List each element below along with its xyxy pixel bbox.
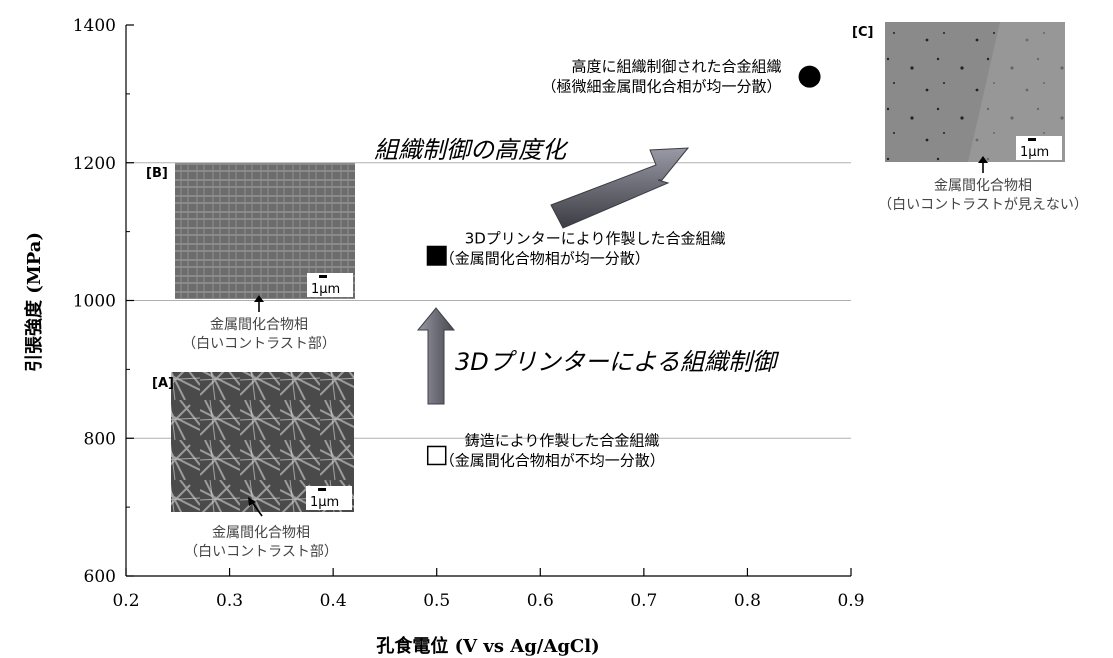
micrograph-a-tag: [A] — [152, 376, 174, 391]
y-tick-label-1400: 1400 — [73, 16, 116, 36]
x-tick-label-0.8: 0.8 — [734, 591, 761, 611]
x-tick-label-0.3: 0.3 — [216, 591, 243, 611]
y-tick-label-800: 800 — [84, 429, 116, 449]
y-tick-label-1000: 1000 — [73, 292, 116, 312]
x-axis-title: 孔食電位 (V vs Ag/AgCl) — [376, 635, 599, 657]
inset-micrograph-c: [C] 1μm 金属間化合物相 （白いコントラストが見えない） — [852, 22, 1088, 213]
data-point-1-label-line-2: （金属間化合物相が不均一分散） — [440, 451, 665, 469]
scale-bar-a — [318, 488, 326, 491]
x-tick-label-0.9: 0.9 — [837, 591, 864, 611]
y-tick-label-1200: 1200 — [73, 154, 116, 174]
inset-micrograph-a: [A] 1μm 金属間化合物相 （白いコントラスト部） — [152, 372, 354, 560]
data-point-1 — [426, 445, 447, 466]
micrograph-c-grain-boundary — [968, 22, 1065, 162]
micrograph-a-caption-1: 金属間化合物相 — [212, 525, 310, 541]
scale-bar-a-label: 1μm — [310, 495, 339, 510]
diagonal-arrow-icon — [550, 147, 690, 229]
micrograph-c-caption-2: （白いコントラストが見えない） — [878, 197, 1088, 213]
marker-layer: 鋳造により作製した合金組織 （金属間化合物相が不均一分散） 3Dプリンターにより作製… — [426, 58, 821, 469]
tick-layer: 600 800 1000 1200 1400 0.2 0.3 0.4 0.5 0.6 0.7 0.8 0… — [73, 16, 865, 611]
scale-bar-c-label: 1μm — [1020, 145, 1049, 160]
data-point-2-label-line-2: （金属間化合物相が均一分散） — [440, 250, 650, 268]
micrograph-a-caption-2: （白いコントラスト部） — [184, 544, 338, 560]
scale-bar-b-box — [307, 273, 353, 297]
micrograph-b-tag: [B] — [146, 166, 168, 181]
micrograph-b-caption-1: 金属間化合物相 — [210, 317, 308, 333]
scale-bar-a-box — [306, 486, 352, 510]
x-tick-label-0.4: 0.4 — [320, 591, 347, 611]
scale-bar-b — [319, 275, 327, 278]
data-point-3-label-line-1: 高度に組織制御された合金組織 — [572, 58, 782, 76]
pointer-arrow-b-head-icon — [254, 295, 264, 302]
arrow-vertical-label: 3Dプリンターによる組織制御 — [455, 348, 780, 376]
x-tick-label-0.5: 0.5 — [423, 591, 450, 611]
data-point-3 — [798, 65, 821, 88]
x-tick-label-0.6: 0.6 — [527, 591, 554, 611]
pointer-arrow-a-shaft — [251, 501, 263, 517]
arrow-vertical-3d-control — [416, 307, 456, 405]
micrograph-c-caption-1: 金属間化合物相 — [934, 178, 1032, 194]
data-point-1-label-line-1: 鋳造により作製した合金組織 — [465, 431, 660, 449]
scale-bar-c — [1028, 138, 1036, 141]
scale-bar-b-label: 1μm — [311, 282, 340, 297]
data-point-2 — [426, 245, 447, 266]
micrograph-c-tag: [C] — [852, 25, 873, 40]
vertical-arrow-icon — [416, 307, 456, 405]
arrow-diagonal-advanced-control — [550, 147, 690, 229]
y-axis-title: 引張強度 (MPa) — [23, 232, 45, 372]
pointer-arrow-a-head-icon — [248, 497, 256, 506]
x-tick-label-0.2: 0.2 — [112, 591, 139, 611]
pointer-arrow-c-head-icon — [978, 156, 988, 163]
inset-micrograph-b: [B] 1μm 金属間化合物相 （白いコントラスト部） — [146, 163, 355, 352]
y-tick-label-600: 600 — [84, 567, 116, 587]
scale-bar-c-box — [1016, 136, 1062, 160]
micrograph-b-caption-2: （白いコントラスト部） — [182, 336, 336, 352]
x-tick-label-0.7: 0.7 — [630, 591, 657, 611]
data-point-3-label-line-2: （極微細金属間化合相が均一分散） — [542, 78, 782, 96]
data-point-2-label-line-1: 3Dプリンターにより作製した合金組織 — [465, 230, 726, 248]
arrow-diagonal-label: 組織制御の高度化 — [374, 136, 569, 164]
